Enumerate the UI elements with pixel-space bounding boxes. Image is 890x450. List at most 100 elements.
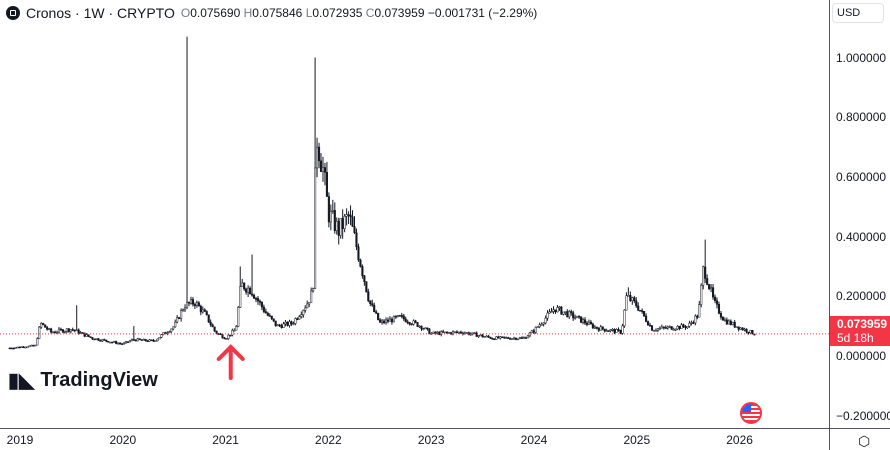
candle [574, 314, 577, 320]
candle [229, 334, 232, 337]
candle [87, 334, 90, 338]
candle [609, 328, 612, 333]
candle [524, 336, 527, 339]
us-flag-icon[interactable] [740, 402, 762, 424]
candle [627, 287, 630, 297]
candle [164, 331, 167, 334]
candle [138, 338, 141, 340]
candle [118, 342, 122, 345]
tradingview-logo[interactable]: ▮◣ TradingView [8, 369, 158, 392]
candle [193, 302, 196, 309]
candle [410, 323, 413, 326]
candle [414, 319, 417, 324]
candle [698, 300, 701, 318]
candle [603, 328, 606, 333]
candle [243, 282, 246, 291]
candle [22, 346, 25, 349]
candle [113, 340, 116, 343]
candle [89, 336, 92, 339]
candle [587, 319, 590, 325]
candle [530, 329, 533, 334]
time-tick: 2025 [623, 433, 651, 447]
bar-countdown: 5d 18h [837, 331, 874, 345]
currency-selector[interactable]: USD [832, 3, 884, 23]
candle [513, 336, 516, 340]
symbol-title[interactable]: Cronos · 1W · CRYPTO [26, 5, 175, 21]
time-tick: 2020 [109, 433, 137, 447]
candle [237, 305, 240, 328]
candle [375, 309, 378, 314]
candle [142, 338, 145, 341]
candle [572, 310, 575, 321]
candle [128, 340, 131, 343]
candle [438, 330, 441, 336]
candle [712, 283, 715, 300]
candle [678, 325, 681, 331]
candle [52, 331, 55, 334]
candle [73, 329, 76, 333]
candle [298, 314, 301, 320]
up-arrow-annotation-icon [216, 344, 245, 380]
candle [727, 319, 730, 325]
candle [617, 327, 620, 332]
candle [187, 301, 191, 307]
candle [422, 327, 425, 331]
candle [585, 320, 589, 327]
ohlc-values: O0.075690 H0.075846 L0.072935 C0.073959 … [180, 6, 538, 20]
candle [158, 337, 161, 340]
candle [424, 327, 427, 330]
candle [440, 330, 443, 337]
price-chart[interactable] [0, 0, 829, 428]
candle [639, 310, 642, 312]
candle [560, 306, 563, 315]
candle [111, 341, 114, 344]
candle [101, 339, 104, 343]
candle [400, 312, 403, 319]
candle [270, 315, 273, 321]
candle [562, 311, 565, 316]
candle [599, 324, 602, 331]
candle [32, 344, 35, 347]
candle [713, 294, 717, 304]
candle [48, 328, 51, 331]
candle [418, 325, 421, 328]
candle [605, 328, 608, 332]
candle [53, 330, 57, 334]
candle [739, 327, 742, 330]
candle [430, 332, 433, 335]
candle [12, 347, 15, 350]
candle [544, 315, 547, 325]
candle [700, 283, 703, 308]
candle [367, 288, 370, 303]
candle [337, 217, 340, 245]
candle [392, 315, 395, 323]
candle [623, 309, 626, 328]
candle [323, 162, 326, 186]
candle [16, 346, 19, 349]
settings-icon[interactable]: ⬡ [858, 433, 871, 449]
candle [733, 319, 736, 328]
candle [706, 274, 709, 286]
candle [211, 323, 214, 328]
candle [97, 337, 100, 341]
candle [195, 300, 198, 308]
candle [24, 346, 27, 349]
candle [481, 333, 484, 338]
candle [136, 337, 139, 342]
candle [717, 301, 721, 315]
candle [719, 310, 722, 320]
candle [349, 205, 352, 226]
candle [260, 301, 263, 311]
candle [231, 328, 234, 337]
candle [406, 319, 409, 325]
candle [570, 309, 573, 316]
candle [753, 333, 756, 336]
candle [252, 293, 256, 299]
candle [654, 328, 657, 332]
candle [325, 161, 328, 197]
candle [304, 305, 307, 313]
candle [647, 320, 650, 326]
candle [353, 216, 356, 234]
candle [499, 335, 502, 340]
candle [684, 324, 687, 330]
